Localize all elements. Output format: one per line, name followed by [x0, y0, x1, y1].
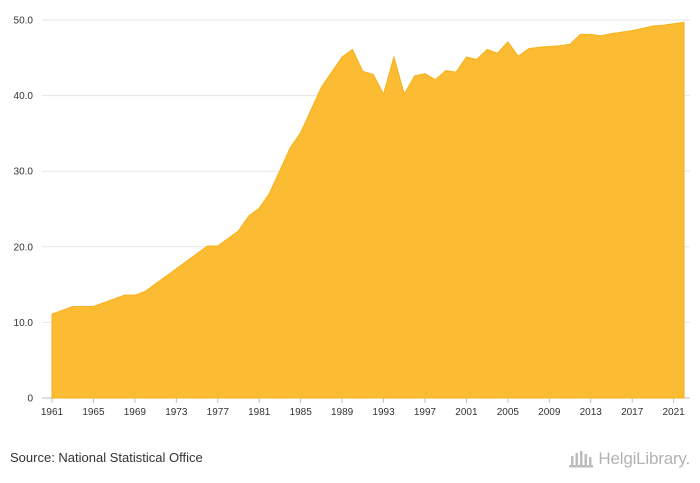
x-tick-label: 1961 [41, 407, 64, 418]
x-tick-label: 1981 [248, 407, 271, 418]
y-axis-tick-labels: 0 10.0 20.0 30.0 40.0 50.0 [14, 16, 34, 405]
x-tick-label: 2005 [497, 407, 520, 418]
x-tick-label: 1993 [372, 407, 395, 418]
area-chart: 010.020.030.040.050.0 1961 1965 1969 1973 19… [14, 16, 690, 418]
y-tick-label: 0 [27, 394, 33, 405]
x-tick-label: 2013 [580, 407, 603, 418]
helgilibrary-logo: HelgiLibrary. [568, 449, 690, 469]
x-tick-label: 1989 [331, 407, 354, 418]
x-tick-label: 1985 [290, 407, 313, 418]
y-tick-label: 50.0 [14, 16, 34, 27]
x-tick-label: 2009 [538, 407, 561, 418]
y-tick-label: 10.0 [14, 318, 34, 329]
x-tick-label: 2017 [621, 407, 644, 418]
y-tick-label: 20.0 [14, 242, 34, 253]
x-axis-tick-labels: 1961 1965 1969 1973 1977 1981 1985 1989 1993 1997… [41, 398, 685, 418]
x-tick-label: 1969 [124, 407, 147, 418]
area-series [51, 21, 685, 399]
library-building-icon [569, 451, 594, 468]
source-note: Source: National Statistical Office [10, 450, 203, 465]
logo-wordmark: HelgiLibrary. [598, 449, 690, 468]
y-tick-label: 40.0 [14, 91, 34, 102]
x-tick-label: 2021 [663, 407, 686, 418]
y-tick-label: 30.0 [14, 167, 34, 178]
x-tick-label: 1977 [207, 407, 230, 418]
x-tick-label: 1973 [165, 407, 188, 418]
x-tick-label: 1997 [414, 407, 437, 418]
x-tick-label: 1965 [82, 407, 105, 418]
x-tick-label: 2001 [455, 407, 478, 418]
